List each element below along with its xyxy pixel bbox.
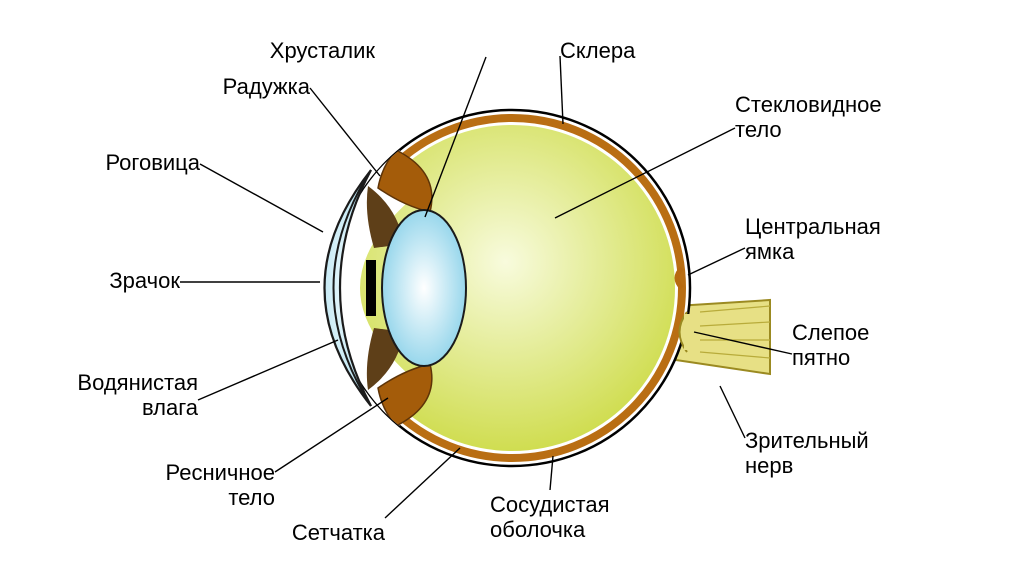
lens-shape [382, 210, 466, 366]
label-blindspot: Слепоепятно [792, 320, 869, 371]
label-pupil: Зрачок [109, 268, 180, 293]
label-vitreous: Стекловидноетело [735, 92, 882, 143]
label-cornea: Роговица [105, 150, 200, 175]
label-ciliary: Ресничноетело [166, 460, 275, 511]
eye-anatomy-diagram: Хрусталик Склера Радужка Стекловидноетел… [0, 0, 1024, 576]
label-opticnerve: Зрительныйнерв [745, 428, 869, 479]
label-retina: Сетчатка [292, 520, 385, 545]
label-iris: Радужка [223, 74, 310, 99]
label-choroid: Сосудистаяоболочка [490, 492, 610, 543]
pupil-shape [366, 260, 376, 316]
label-aqueous: Водянистаявлага [77, 370, 198, 421]
label-sclera: Склера [560, 38, 635, 63]
label-fovea: Центральнаяямка [745, 214, 881, 265]
label-lens: Хрусталик [270, 38, 375, 63]
